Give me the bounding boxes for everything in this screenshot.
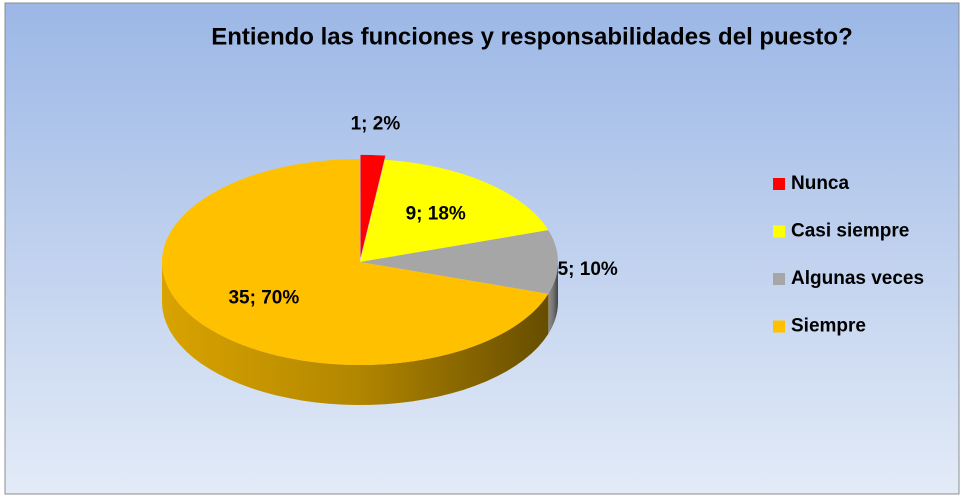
- slice-side-shade: [548, 262, 558, 334]
- legend-label: Casi siempre: [791, 221, 909, 242]
- slice: [360, 230, 559, 294]
- legend-swatch: [773, 225, 785, 238]
- data-label: 1; 2%: [351, 114, 401, 135]
- legend-swatch: [773, 178, 785, 190]
- legend-swatch: [773, 320, 785, 333]
- data-label: 5; 10%: [558, 259, 618, 280]
- legend-swatch: [773, 273, 785, 285]
- legend-label: Siempre: [791, 316, 866, 337]
- data-label: 35; 70%: [228, 287, 299, 308]
- slice: [162, 159, 549, 366]
- slice: [360, 159, 549, 262]
- legend-label: Algunas veces: [791, 268, 924, 289]
- slice: [360, 154, 386, 258]
- chart-title: Entiendo las funciones y responsabilidad…: [211, 23, 852, 50]
- data-label: 9; 18%: [406, 203, 466, 224]
- slice-side-shade: [162, 262, 549, 405]
- legend-label: Nunca: [791, 173, 850, 194]
